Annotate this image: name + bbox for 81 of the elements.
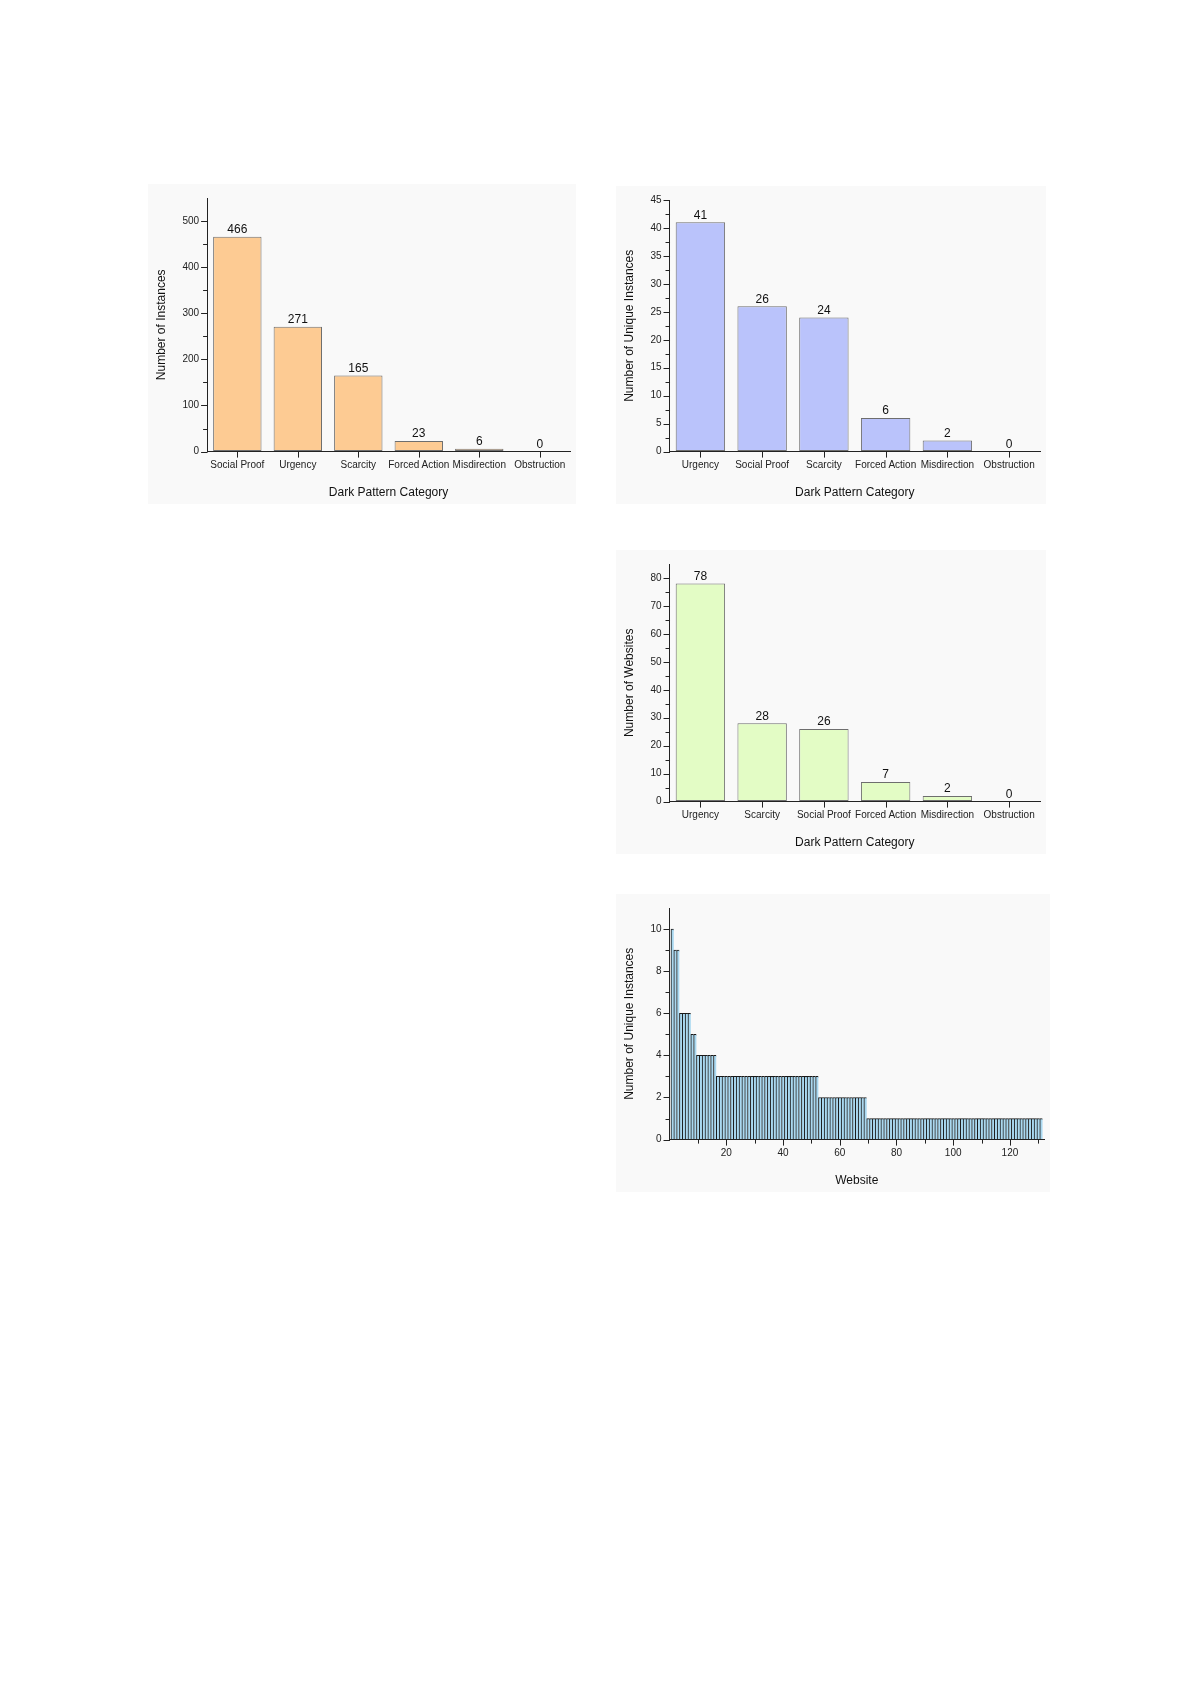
data-label: 26 xyxy=(817,714,831,729)
data-label: 24 xyxy=(817,302,831,317)
x-tick-label: 100 xyxy=(944,1147,962,1159)
y-tick-label: 70 xyxy=(650,599,662,611)
y-tick-label: 0 xyxy=(655,795,662,807)
x-tick-label: Social Proof xyxy=(796,809,852,821)
y-tick-label: 20 xyxy=(650,333,662,345)
y-tick-label: 50 xyxy=(650,655,662,667)
y-tick-label: 500 xyxy=(182,214,200,226)
data-label: 0 xyxy=(1005,786,1013,801)
data-label: 6 xyxy=(882,403,890,418)
x-axis-title: Website xyxy=(835,1173,879,1188)
y-axis-title: Number of Instances xyxy=(153,269,168,381)
data-label: 7 xyxy=(882,767,890,782)
y-tick-label: 10 xyxy=(650,767,662,779)
x-tick-label: 120 xyxy=(1001,1147,1019,1159)
x-tick-label: Social Proof xyxy=(210,459,265,471)
data-label: 0 xyxy=(536,436,544,451)
x-axis-title: Dark Pattern Category xyxy=(328,485,449,500)
y-tick-label: 200 xyxy=(182,353,200,365)
data-label: 6 xyxy=(475,434,483,449)
x-tick-label: Social Proof xyxy=(735,459,790,471)
y-tick-label: 15 xyxy=(650,361,662,373)
y-tick-label: 35 xyxy=(650,249,662,261)
y-tick-label: 0 xyxy=(655,445,662,457)
x-tick-label: Obstruction xyxy=(983,809,1035,821)
x-tick-label: Urgency xyxy=(681,459,720,471)
x-tick-label: Misdirection xyxy=(920,459,975,471)
data-label: 41 xyxy=(693,207,708,222)
x-tick-label: Urgency xyxy=(681,809,720,821)
x-tick-label: Forced Action xyxy=(855,809,917,821)
y-tick-label: 300 xyxy=(182,307,200,319)
y-tick-label: 30 xyxy=(650,711,662,723)
data-label: 165 xyxy=(348,360,369,375)
data-label: 78 xyxy=(693,568,708,583)
x-tick-label: Scarcity xyxy=(340,459,377,471)
y-tick-label: 60 xyxy=(650,627,662,639)
y-tick-label: 2 xyxy=(655,1091,662,1103)
y-tick-label: 8 xyxy=(655,964,662,976)
y-axis-title: Number of Websites xyxy=(621,628,636,738)
x-tick-label: Misdirection xyxy=(452,459,506,471)
data-label: 2 xyxy=(944,781,952,796)
x-tick-label: 40 xyxy=(777,1147,789,1159)
y-axis-title: Number of Unique Instances xyxy=(621,249,636,402)
x-axis-title: Dark Pattern Category xyxy=(795,485,915,500)
y-tick-label: 20 xyxy=(650,739,662,751)
y-tick-label: 40 xyxy=(650,683,662,695)
x-tick-label: 60 xyxy=(834,1147,846,1159)
y-tick-label: 30 xyxy=(650,277,662,289)
x-axis-title: Dark Pattern Category xyxy=(795,835,915,850)
y-tick-label: 25 xyxy=(650,305,662,317)
data-label: 0 xyxy=(1005,436,1013,451)
x-tick-label: Forced Action xyxy=(388,459,450,471)
x-tick-label: Obstruction xyxy=(983,459,1035,471)
y-tick-label: 4 xyxy=(655,1049,662,1061)
data-label: 28 xyxy=(755,708,770,723)
x-tick-label: 80 xyxy=(890,1147,903,1159)
data-label: 466 xyxy=(227,222,248,237)
x-tick-label: Scarcity xyxy=(744,809,780,821)
y-tick-label: 10 xyxy=(650,389,662,401)
y-tick-label: 400 xyxy=(182,260,200,272)
y-axis-title: Number of Unique Instances xyxy=(621,947,636,1100)
x-tick-label: Urgency xyxy=(279,459,317,471)
y-tick-label: 0 xyxy=(655,1133,662,1145)
y-tick-label: 45 xyxy=(650,193,662,205)
y-tick-label: 0 xyxy=(193,445,200,457)
data-label: 26 xyxy=(755,291,770,306)
x-tick-label: 20 xyxy=(720,1147,733,1159)
y-tick-label: 6 xyxy=(655,1007,662,1019)
x-tick-label: Obstruction xyxy=(514,459,566,471)
y-tick-label: 10 xyxy=(650,922,662,934)
y-tick-label: 100 xyxy=(182,399,200,411)
y-tick-label: 80 xyxy=(650,571,662,583)
data-label: 23 xyxy=(412,426,426,441)
x-tick-label: Scarcity xyxy=(806,459,842,471)
data-label: 2 xyxy=(944,425,952,440)
y-tick-label: 40 xyxy=(650,221,662,233)
data-label: 271 xyxy=(287,311,309,326)
x-tick-label: Misdirection xyxy=(920,809,975,821)
y-tick-label: 5 xyxy=(655,417,662,429)
x-tick-label: Forced Action xyxy=(855,459,917,471)
